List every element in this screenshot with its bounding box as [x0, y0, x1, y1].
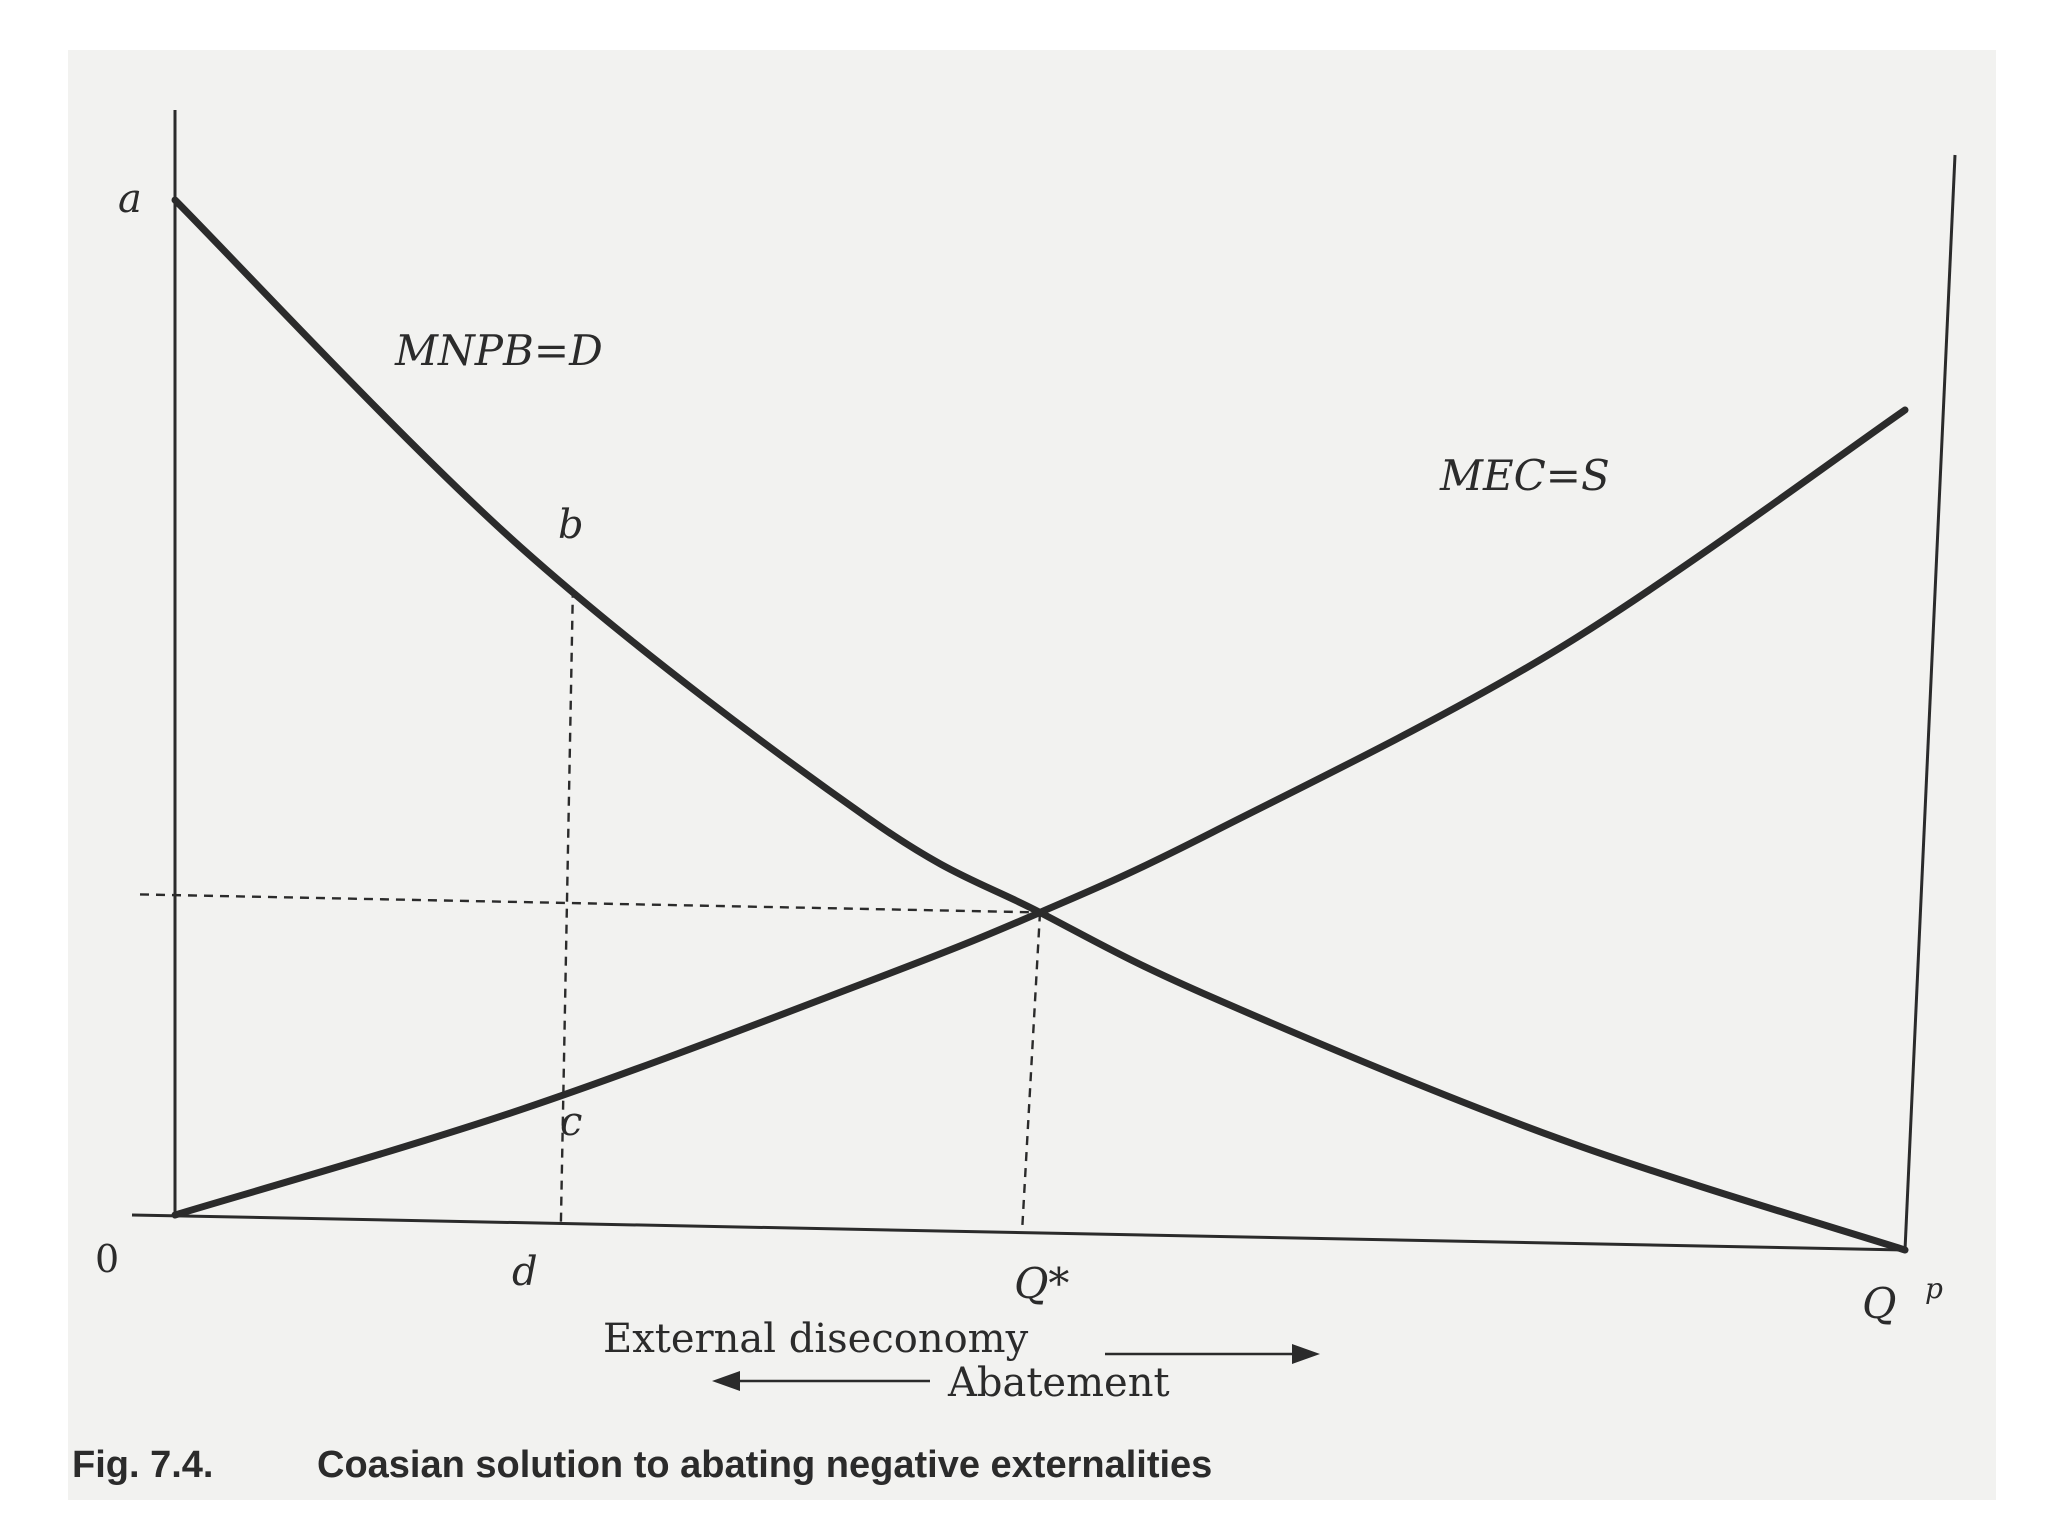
guide-line-q-star	[1020, 912, 1042, 1233]
guide-line-d	[559, 588, 575, 1224]
x-tick-label-0: 0	[95, 1237, 119, 1281]
series-label-mec: MEC=S	[1439, 451, 1610, 500]
x-tick-label-q-star: Q*	[1014, 1259, 1069, 1308]
y-tick-label-a: a	[118, 176, 142, 222]
series-line-mnpb	[171, 196, 1909, 1254]
scanned-page-background	[68, 50, 1996, 1500]
point-label-c: c	[560, 1099, 582, 1145]
x-axis-label-abatement: Abatement	[947, 1360, 1170, 1406]
figure-caption-text: Coasian solution to abating negative ext…	[317, 1444, 1213, 1486]
x-tick-label-d: d	[512, 1249, 538, 1295]
arrow-left-head	[712, 1371, 740, 1391]
series-label-mnpb: MNPB=D	[394, 326, 603, 375]
figure-caption: Fig. 7.4. Coasian solution to abating neg…	[72, 1444, 1972, 1487]
x-tick-label-q-p-superscript: p	[1925, 1272, 1943, 1305]
x-tick-label-q-p: Q	[1862, 1279, 1896, 1328]
figure-number: Fig. 7.4.	[72, 1444, 214, 1486]
x-axis	[131, 1213, 1906, 1252]
arrow-right-head	[1292, 1344, 1320, 1364]
x-axis-label-external-diseconomy: External diseconomy	[603, 1316, 1029, 1362]
series-line-mec	[171, 406, 1909, 1219]
right-y-axis	[1903, 154, 1957, 1251]
guide-line-horizontal	[139, 893, 1041, 914]
point-label-b: b	[558, 502, 584, 548]
